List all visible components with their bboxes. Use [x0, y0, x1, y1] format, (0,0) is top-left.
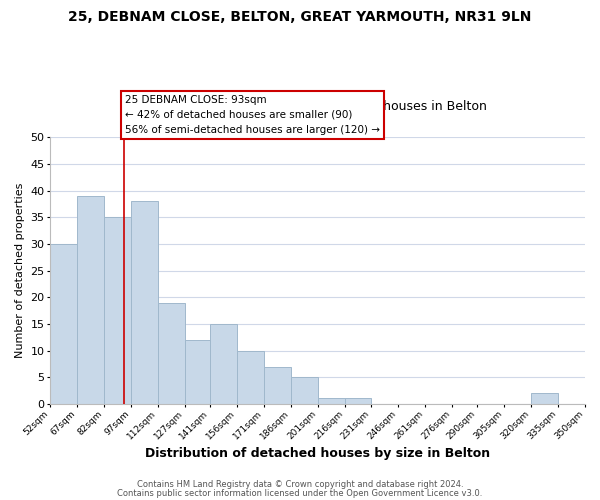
Bar — [264, 366, 291, 404]
Text: Contains public sector information licensed under the Open Government Licence v3: Contains public sector information licen… — [118, 489, 482, 498]
Text: Contains HM Land Registry data © Crown copyright and database right 2024.: Contains HM Land Registry data © Crown c… — [137, 480, 463, 489]
Bar — [210, 324, 237, 404]
Text: 25, DEBNAM CLOSE, BELTON, GREAT YARMOUTH, NR31 9LN: 25, DEBNAM CLOSE, BELTON, GREAT YARMOUTH… — [68, 10, 532, 24]
Bar — [131, 202, 158, 404]
X-axis label: Distribution of detached houses by size in Belton: Distribution of detached houses by size … — [145, 447, 490, 460]
Bar — [344, 398, 371, 404]
Title: Size of property relative to detached houses in Belton: Size of property relative to detached ho… — [149, 100, 487, 112]
Bar — [531, 393, 558, 404]
Bar — [158, 302, 185, 404]
Text: 25 DEBNAM CLOSE: 93sqm
← 42% of detached houses are smaller (90)
56% of semi-det: 25 DEBNAM CLOSE: 93sqm ← 42% of detached… — [125, 95, 380, 135]
Bar — [104, 218, 131, 404]
Bar — [237, 350, 264, 404]
Bar — [50, 244, 77, 404]
Bar — [185, 340, 210, 404]
Bar — [291, 377, 317, 404]
Bar — [317, 398, 344, 404]
Bar — [77, 196, 104, 404]
Y-axis label: Number of detached properties: Number of detached properties — [15, 183, 25, 358]
